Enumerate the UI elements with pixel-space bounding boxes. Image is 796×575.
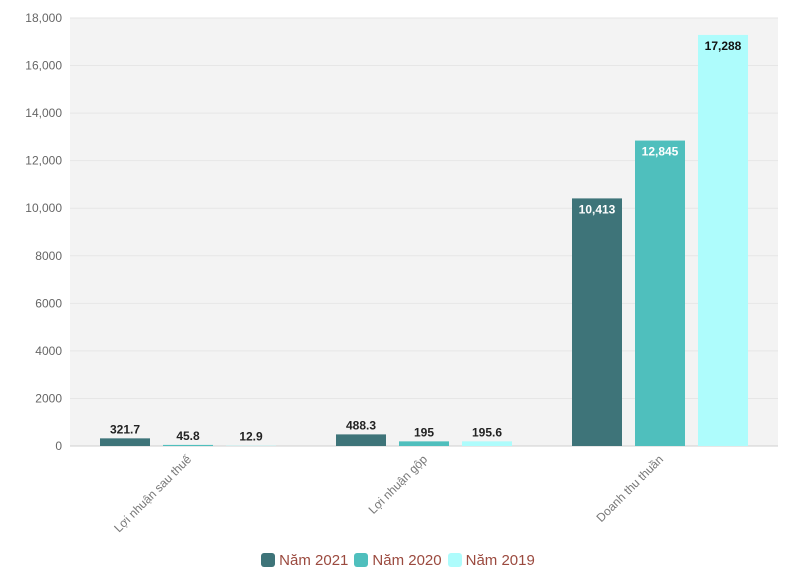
data-label: 488.3 [346,418,376,432]
legend-swatch-2019 [447,553,462,567]
y-tick-label: 2000 [35,391,62,405]
x-axis: Lợi nhuận sau thuế Lợi nhuận gộp Doanh thu… [111,452,666,535]
bar[interactable] [462,441,512,446]
y-tick-label: 12,000 [25,154,62,168]
legend-item-2019[interactable]: Năm 2019 [447,551,535,569]
legend-label-2019: Năm 2019 [465,551,535,569]
data-label: 10,413 [579,202,616,216]
legend-swatch-2020 [354,553,369,567]
legend-item-2021[interactable]: Năm 2021 [261,552,348,569]
y-tick-label: 14,000 [25,106,62,120]
bars: 321.7 45.8 12.9 488.3 195 195.6 10,413 12,845 17… [100,34,748,446]
bar[interactable] [635,140,685,446]
data-label: 12,845 [642,145,679,159]
y-tick-label: 6000 [35,296,62,310]
data-label: 12.9 [239,430,263,444]
bar[interactable] [163,444,213,446]
y-axis: 0 2000 4000 6000 8000 10,000 12,000 14,000 16,00… [25,11,62,453]
x-category-label: Lợi nhuận sau thuế [111,452,194,535]
bar[interactable] [698,34,748,446]
bar[interactable] [572,198,622,446]
y-tick-label: 0 [55,439,62,453]
data-label: 17,288 [705,39,742,53]
y-tick-label: 10,000 [25,201,62,215]
data-label: 195 [414,425,434,439]
bar-chart: 0 2000 4000 6000 8000 10,000 12,000 14,000 16,00… [25,11,778,535]
legend-item-2020[interactable]: Năm 2020 [354,551,442,569]
y-tick-label: 4000 [35,344,62,358]
bar[interactable] [336,434,386,446]
data-label: 45.8 [176,429,200,443]
y-tick-label: 18,000 [25,11,62,25]
legend: Năm 2021 Năm 2020 Năm 2019 [0,549,796,571]
data-label: 321.7 [110,422,140,436]
data-label: 195.6 [472,425,502,439]
y-tick-label: 8000 [35,249,62,263]
bar[interactable] [100,438,150,446]
legend-label-2021: Năm 2021 [279,551,349,569]
x-category-label: Doanh thu thuần [593,452,666,525]
bar[interactable] [399,441,449,446]
legend-label-2020: Năm 2020 [372,551,442,569]
x-category-label: Lợi nhuận gộp [366,452,431,517]
y-tick-label: 16,000 [25,59,62,73]
legend-swatch-2021 [261,553,276,567]
